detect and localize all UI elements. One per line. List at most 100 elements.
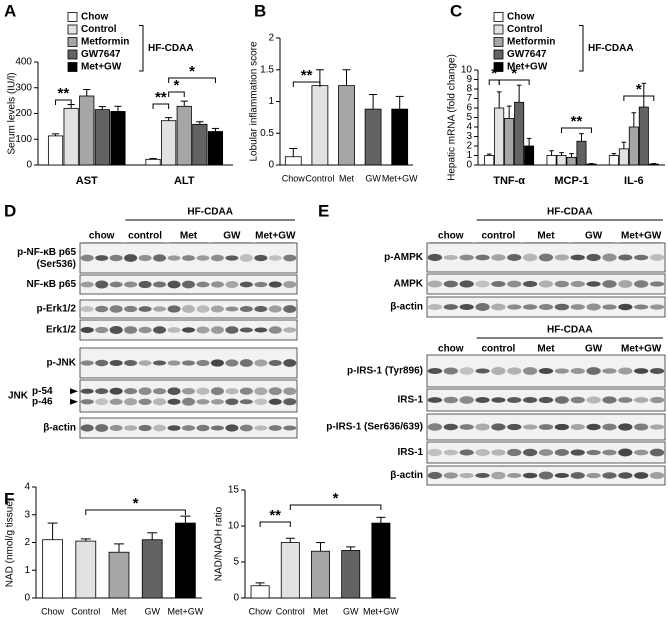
blot-band [283,305,297,313]
blot-band [459,424,474,430]
label-line: (Ser536) [37,259,76,270]
label-line: p-NF-κB p65 [17,247,76,258]
legend-label: GW7647 [81,49,121,60]
x-tick-label: GW [343,606,359,616]
blot-band [196,387,210,395]
x-tick-label: Chow [249,606,273,616]
blot-band [507,472,522,479]
panel-letter: E [318,201,329,220]
blot-band [634,368,649,374]
significance-bracket [85,509,186,515]
blot-band [167,327,181,333]
blot-band [109,387,123,395]
significance-bracket [55,99,72,105]
blot-band [268,281,282,288]
blot-band [239,387,253,395]
bar [250,585,270,599]
bar [586,163,597,166]
blot-band [283,281,297,288]
significance-bracket [152,103,170,109]
bar [524,145,535,166]
x-tick-label: Control [71,606,100,616]
blot-band [586,472,601,479]
bar [638,106,649,166]
blot-band [196,424,210,432]
blot-band [254,398,268,406]
blot-band [570,254,585,261]
y-tick-label: 10 [461,65,473,76]
y-tick-label: 0 [24,593,30,604]
blot-band [225,424,239,432]
blot-band [181,397,196,406]
blot-band [109,398,123,405]
blot-band [138,398,152,405]
blot-band [522,424,538,430]
blot-band [475,448,490,457]
blot-band [181,327,196,333]
significance-bracket [561,127,592,133]
bar [161,120,177,166]
blot-band [210,305,224,313]
blot-band [225,255,239,261]
blot-band [459,472,474,479]
blot-band [570,396,585,404]
blot-band [554,254,570,261]
legend-swatch [493,62,504,72]
legend-bracket [139,25,144,72]
blot-band [95,424,109,432]
significance-label: * [636,81,642,98]
y-tick-label: 5 [233,557,239,568]
blot-band [602,472,617,479]
blot-band [95,280,109,289]
blot-band [618,423,633,431]
legend-label: Control [81,24,117,35]
lane-group-label: Met [537,344,555,355]
blot-band [181,255,196,261]
blot-band [167,280,181,289]
blot-band [254,359,268,367]
blot-row-label: Erk1/2 [46,325,76,336]
blot-band [225,306,239,312]
bar [94,109,110,166]
bar [371,522,391,599]
blot-band [210,425,224,431]
blot-band [80,326,94,334]
blot-band [181,305,196,313]
blot-band [239,327,253,333]
blot-band [649,304,665,310]
blot-band [138,387,152,396]
significance-label: ** [269,507,281,524]
blot-band [554,449,570,456]
blot-band [427,448,443,457]
y-tick-label: 0.5 [260,128,274,139]
y-tick-label: 0 [268,160,274,171]
blot-band [491,303,506,311]
significance-bracket [168,91,185,97]
lane-group-label: Met [180,231,198,242]
y-tick-label: 0 [26,160,32,171]
significance-label: ** [301,67,313,84]
blot-band [570,424,585,430]
lane-group-label: GW [585,231,603,242]
lane-group-label: Met+GW [621,231,662,242]
blot-band [507,280,522,288]
blot-band [80,388,94,394]
y-tick-label: 4 [24,482,30,493]
blot-band [634,304,649,310]
blot-band [109,281,123,288]
legend-label: GW7647 [507,49,547,60]
legend-swatch [67,62,78,72]
legend-group-label: HF-CDAA [588,43,634,54]
blot-band [239,254,253,262]
y-tick-label: 15 [228,485,240,496]
blot-band [443,280,458,288]
blot-band [283,327,297,333]
blot-band [602,449,617,456]
x-tick-label: Chow [282,173,306,183]
group-header: HF-CDAA [547,207,593,218]
blot-band [268,387,282,396]
blot-band [153,306,167,312]
blot-band [210,399,224,405]
legend-swatch [493,12,504,22]
